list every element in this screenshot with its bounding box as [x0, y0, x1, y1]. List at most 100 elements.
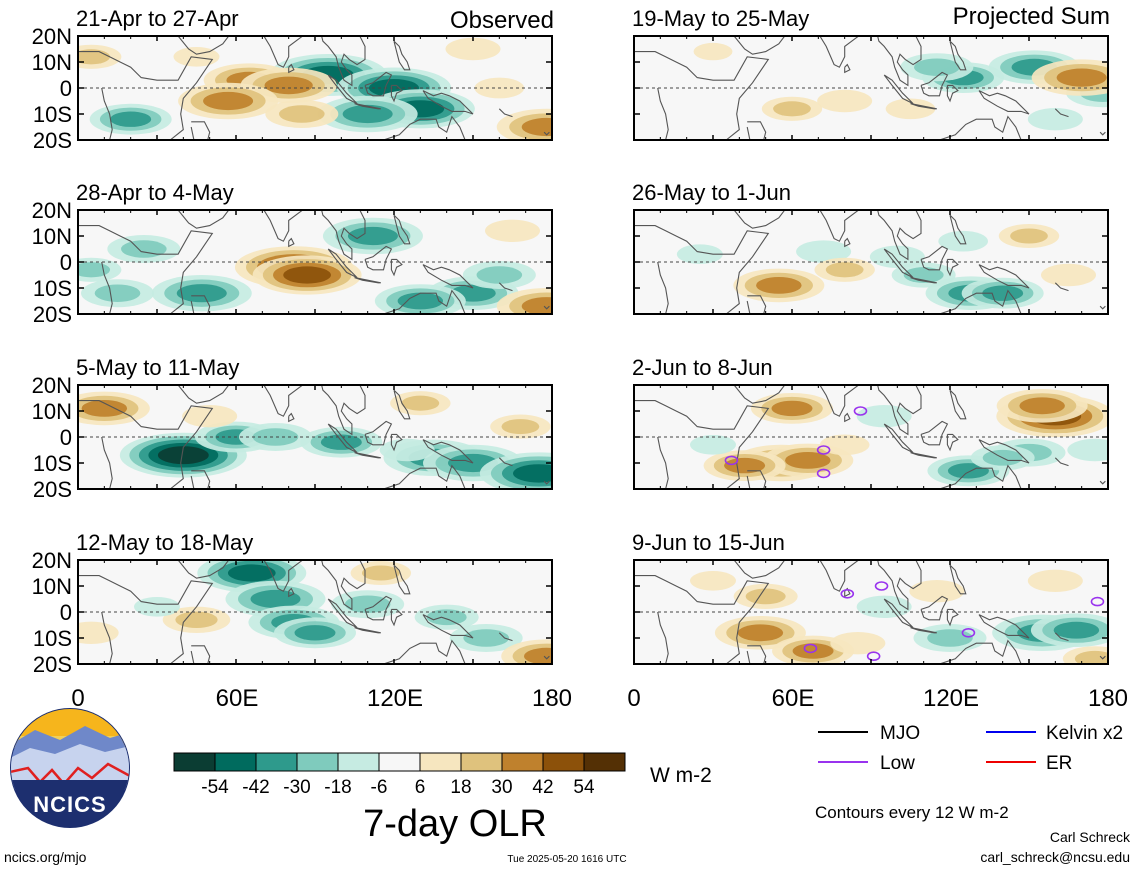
footer-email[interactable]: carl_schreck@ncsu.edu: [980, 849, 1130, 865]
coastline: [364, 71, 393, 97]
anomaly-contour-fill: [523, 647, 552, 664]
anomaly-contour-fill: [521, 297, 552, 314]
legend-label-kelvin: Kelvin x2: [1046, 723, 1123, 744]
coastline: [950, 200, 955, 205]
coastline: [543, 480, 550, 485]
coastline: [1099, 305, 1106, 310]
coastline: [746, 645, 767, 664]
low-contour: [816, 445, 831, 455]
coastline: [657, 436, 669, 489]
colorbar-tick-label: -18: [324, 777, 351, 798]
coastline: [354, 277, 381, 284]
anomaly-field: [78, 550, 552, 664]
coastline: [394, 375, 399, 380]
coastline: [910, 103, 937, 110]
coastline: [634, 225, 770, 314]
panel-title: 19-May to 25-May: [632, 6, 809, 31]
coastline: [634, 575, 770, 664]
coastline: [634, 51, 770, 140]
anomaly-contour-fill: [121, 240, 167, 258]
coastline: [946, 84, 959, 103]
coastline: [327, 423, 358, 454]
anomaly-contour-fill: [342, 104, 393, 124]
lat-tick-label: 10S: [33, 626, 72, 651]
coastline: [938, 115, 1022, 140]
anomaly-contour-fill: [909, 580, 965, 603]
anomaly-contour-fill: [1019, 397, 1065, 415]
coastline: [819, 36, 922, 87]
coastline: [883, 74, 914, 105]
coastline: [634, 400, 770, 489]
coastline: [394, 200, 399, 205]
lat-tick-label: 20N: [32, 198, 72, 223]
coastline: [190, 470, 211, 489]
anomaly-contour-fill: [796, 240, 852, 263]
coastline: [920, 245, 949, 271]
footer-url[interactable]: ncics.org/mjo: [4, 849, 87, 865]
anomaly-contour-fill: [157, 446, 209, 465]
anomaly-contour-fill: [745, 588, 786, 605]
anomaly-contour-fill: [81, 400, 128, 417]
anomaly-contour-fill: [176, 284, 227, 303]
lat-tick-label: 0: [60, 250, 72, 275]
colorbar-tick-label: -54: [201, 777, 229, 798]
lat-tick-label: 10S: [33, 276, 72, 301]
coastline: [498, 282, 513, 292]
coastline: [910, 452, 937, 459]
lon-tick-label: 0: [71, 685, 84, 712]
coastline: [543, 655, 550, 660]
anomaly-contour-fill: [182, 405, 238, 428]
coastline: [422, 614, 474, 639]
coastline: [819, 210, 922, 261]
coastline: [950, 550, 955, 555]
coastline: [288, 587, 295, 598]
legend-label-low: Low: [880, 753, 915, 774]
coastline: [390, 433, 403, 452]
footer-timestamp: Tue 2025-05-20 1616 UTC: [507, 854, 626, 865]
anomaly-contour-fill: [771, 400, 813, 417]
lon-tick-label: 60E: [772, 685, 815, 712]
anomaly-contour-fill: [825, 262, 864, 278]
anomaly-contour-fill: [445, 37, 501, 61]
colorbar-swatch: [542, 752, 585, 772]
coastline: [382, 289, 466, 314]
panel-title: 9-Jun to 15-Jun: [632, 530, 785, 555]
coastline: [288, 237, 295, 248]
coastline: [327, 598, 358, 629]
coastline: [394, 550, 399, 555]
coastline: [263, 36, 366, 87]
coastline: [364, 595, 393, 621]
coastline: [422, 264, 474, 289]
coastline: [394, 26, 399, 31]
coastline: [78, 225, 214, 314]
anomaly-contour-fill: [426, 609, 467, 626]
contour-note: Contours every 12 W m-2: [815, 803, 1009, 822]
lat-tick-label: 10N: [32, 50, 72, 75]
coastline: [844, 237, 851, 248]
coastline: [978, 90, 1030, 115]
coastline: [288, 63, 295, 74]
anomaly-contour-fill: [294, 625, 336, 641]
coastline: [543, 131, 550, 136]
panel-title: 28-Apr to 4-May: [76, 180, 234, 205]
olr-panel: 26-May to 1-Jun: [632, 180, 1109, 315]
coastline: [949, 564, 967, 595]
coastline: [949, 389, 967, 420]
anomaly-field: [634, 550, 1108, 664]
anomaly-field: [78, 375, 552, 489]
lon-tick-label: 180: [1088, 685, 1128, 712]
colorbar-swatch: [378, 752, 421, 772]
ncics-logo: NCICS: [10, 708, 130, 828]
coastline: [946, 433, 959, 452]
lon-tick-label: 0: [627, 685, 640, 712]
lat-tick-label: 0: [60, 600, 72, 625]
lat-tick-label: 20S: [33, 652, 72, 677]
anomaly-contour-fill: [1053, 621, 1100, 639]
coastline: [101, 261, 113, 314]
chart-title: 7-day OLR: [363, 803, 547, 845]
coastline: [382, 115, 466, 140]
anomaly-contour-fill: [78, 621, 119, 644]
anomaly-field: [78, 200, 552, 314]
colorbar-swatch: [337, 752, 380, 772]
